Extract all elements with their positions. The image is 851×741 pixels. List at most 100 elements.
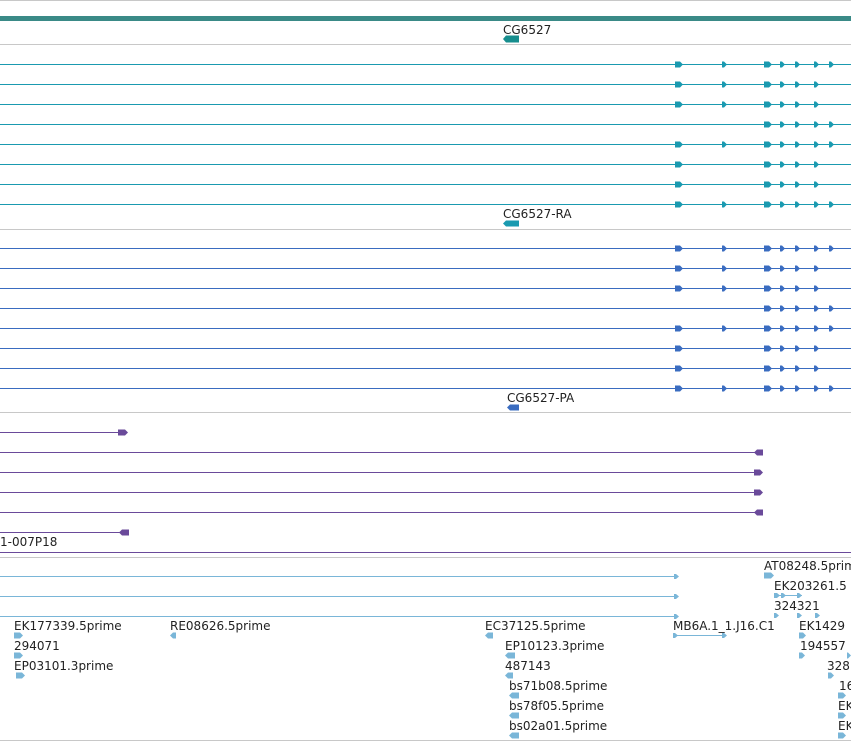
transcript-pa-exon — [764, 385, 772, 392]
transcript-ra-exon — [814, 181, 819, 188]
est-label-16[interactable]: 16 — [839, 679, 851, 693]
est-label-ep03101[interactable]: EP03101.3prime — [14, 659, 114, 673]
transcript-pa-exon — [780, 305, 785, 312]
transcript-ra-exon — [675, 141, 683, 148]
transcript-pa-exon — [814, 245, 819, 252]
transcript-pa-exon — [814, 305, 819, 312]
est-label-bs71b08[interactable]: bs71b08.5prime — [509, 679, 608, 693]
est-glyph — [505, 652, 515, 659]
transcript-pa-exon — [829, 325, 834, 332]
transcript-ra-exon — [780, 121, 785, 128]
transcript-ra-exon — [795, 201, 800, 208]
transcript-ra-exon — [764, 121, 772, 128]
est-glyph — [838, 712, 846, 719]
est-glyph — [774, 613, 779, 618]
est-label-ec37125[interactable]: EC37125.5prime — [485, 619, 586, 633]
transcript-ra-exon — [814, 101, 819, 108]
transcript-pa-exon — [780, 325, 785, 332]
transcript-pa-exon — [795, 325, 800, 332]
gene-glyph-cg6527 — [503, 35, 519, 43]
transcript-ra-exon — [675, 101, 683, 108]
est-glyph — [847, 652, 851, 659]
transcript-pa-exon — [780, 265, 785, 272]
transcript-ra-exon — [764, 141, 772, 148]
est-glyph — [722, 633, 727, 638]
transcript-pa-exon — [814, 365, 819, 372]
transcript-pa-exon — [795, 305, 800, 312]
est-label-bs78f05[interactable]: bs78f05.5prime — [509, 699, 605, 713]
transcript-pa-exon — [764, 365, 772, 372]
transcript-pa-exon — [764, 305, 772, 312]
transcript-glyph-ra — [503, 220, 519, 227]
est-label-ek-a[interactable]: EK — [838, 699, 851, 713]
transcript-pa-exon — [814, 265, 819, 272]
transcript-ra-exon — [829, 121, 834, 128]
transcript-ra-exon — [814, 61, 819, 68]
est-glyph — [764, 572, 774, 579]
est-glyph — [505, 672, 513, 679]
transcript-ra-exon — [780, 81, 785, 88]
transcript-pa-exon — [675, 245, 683, 252]
transcript-ra-exon — [814, 161, 819, 168]
est-label-294071[interactable]: 294071 — [14, 639, 60, 653]
transcript-label-ra[interactable]: CG6527-RA — [503, 207, 572, 221]
purple-track-end — [754, 489, 763, 496]
est-glyph — [14, 652, 23, 659]
transcript-ra-exon — [764, 81, 772, 88]
est-glyph — [838, 692, 846, 699]
transcript-pa-exon — [722, 385, 727, 392]
est-label-ek177339[interactable]: EK177339.5prime — [14, 619, 122, 633]
est-glyph — [838, 732, 846, 739]
transcript-ra-exon — [829, 141, 834, 148]
transcript-ra-exon — [675, 161, 683, 168]
transcript-ra-exon — [780, 201, 785, 208]
purple-track-end — [754, 509, 763, 516]
est-track-end — [674, 574, 679, 579]
est-label-re08626[interactable]: RE08626.5prime — [170, 619, 271, 633]
est-glyph — [797, 613, 802, 618]
transcript-pa-exon — [764, 325, 772, 332]
est-label-ek203261[interactable]: EK203261.5 — [774, 579, 847, 593]
est-label-324321[interactable]: 324321 — [774, 599, 820, 613]
transcript-label-pa[interactable]: CG6527-PA — [507, 391, 575, 405]
purple-track-end — [754, 469, 763, 476]
transcript-pa-exon — [764, 285, 772, 292]
transcript-ra-exon — [764, 181, 772, 188]
transcript-pa-exon — [675, 365, 683, 372]
top-border — [0, 0, 851, 1]
transcript-ra-exon — [722, 61, 727, 68]
est-label-bs02a01[interactable]: bs02a01.5prime — [509, 719, 608, 733]
est-label-ek-b[interactable]: EK — [838, 719, 851, 733]
transcript-ra-exon — [722, 81, 727, 88]
transcript-ra-exon — [795, 141, 800, 148]
transcript-pa-exon — [722, 325, 727, 332]
transcript-pa-exon — [780, 245, 785, 252]
gene-label-cg6527[interactable]: CG6527 — [503, 23, 552, 37]
est-track-end — [674, 594, 679, 599]
transcript-ra-exon — [795, 121, 800, 128]
transcript-pa-exon — [814, 345, 819, 352]
est-label-328[interactable]: 328 — [827, 659, 850, 673]
transcript-ra-exon — [780, 161, 785, 168]
est-label-ep10123[interactable]: EP10123.3prime — [505, 639, 605, 653]
transcript-ra-exon — [795, 161, 800, 168]
transcript-glyph-pa — [507, 404, 519, 411]
est-label-487143[interactable]: 487143 — [505, 659, 551, 673]
purple-track-end — [119, 529, 129, 536]
purple-track-end — [118, 429, 128, 436]
clone-label-007p18[interactable]: 1-007P18 — [0, 535, 58, 549]
transcript-ra-exon — [780, 181, 785, 188]
est-label-at08248[interactable]: AT08248.5prime — [764, 559, 851, 573]
est-label-ek1429[interactable]: EK1429 — [799, 619, 845, 633]
transcript-pa-exon — [780, 385, 785, 392]
transcript-pa-exon — [780, 345, 785, 352]
est-label-194557[interactable]: 194557 — [800, 639, 846, 653]
est-glyph — [509, 692, 519, 699]
transcript-pa-exon — [829, 245, 834, 252]
transcript-ra-exon — [764, 101, 772, 108]
est-label-mb6a[interactable]: MB6A.1_1.J16.C1 — [673, 619, 775, 633]
transcript-ra-exon — [764, 201, 772, 208]
transcript-ra-exon — [795, 101, 800, 108]
transcript-ra-exon — [764, 61, 772, 68]
transcript-ra-exon — [722, 141, 727, 148]
